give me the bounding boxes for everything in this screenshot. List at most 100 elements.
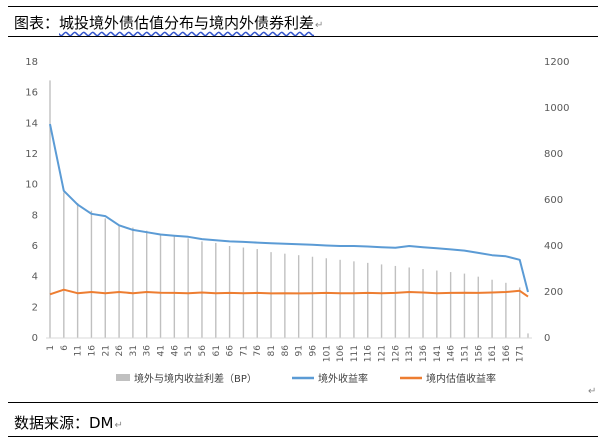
yield-lines (49, 123, 529, 298)
spread-bar (159, 233, 162, 338)
y-right-tick-label: 600 (544, 195, 563, 206)
x-tick-label: 76 (253, 345, 263, 357)
x-tick-label: 31 (129, 345, 139, 356)
spread-bar (477, 276, 479, 338)
spread-bar (325, 258, 328, 338)
spread-bar (76, 203, 79, 338)
x-tick-label: 171 (516, 345, 526, 362)
spread-bar (380, 264, 383, 338)
spread-bar (297, 255, 300, 338)
spread-bar (491, 279, 493, 338)
x-tick-label: 121 (378, 345, 388, 362)
spread-bars (49, 80, 529, 339)
spread-bar (173, 235, 176, 338)
x-tick-label: 46 (170, 345, 180, 357)
spread-bar (519, 287, 521, 338)
paragraph-mark-icon: ↵ (114, 420, 123, 431)
x-tick-label: 151 (461, 345, 471, 362)
x-tick-label: 111 (350, 345, 360, 362)
spread-bar (63, 192, 65, 338)
y-left-tick-label: 2 (32, 302, 38, 313)
y-left-tick-label: 8 (32, 210, 38, 221)
y-right-tick-label: 1000 (544, 103, 569, 114)
x-tick-label: 66 (226, 345, 236, 357)
y-right-tick-label: 0 (544, 333, 550, 344)
y-left-tick-label: 14 (25, 118, 38, 129)
x-tick-label: 146 (447, 345, 457, 362)
spread-bar (146, 230, 148, 338)
x-tick-label: 141 (433, 345, 443, 362)
x-tick-label: 6 (60, 345, 70, 351)
y-right-tick-label: 400 (544, 241, 563, 252)
spread-bar (339, 259, 341, 338)
x-tick-label: 26 (115, 345, 125, 357)
x-tick-label: 51 (184, 345, 194, 356)
y-left-tick-label: 12 (25, 149, 38, 160)
x-tick-label: 71 (239, 345, 249, 356)
spread-bar (463, 273, 466, 338)
x-tick-label: 61 (212, 345, 222, 356)
spread-bar (422, 269, 424, 338)
y-left-tick-label: 6 (32, 241, 38, 252)
y-right-tick-label: 1200 (544, 57, 569, 68)
x-tick-label: 1 (46, 345, 56, 351)
x-tick-label: 16 (87, 345, 97, 357)
x-tick-label: 81 (267, 345, 277, 356)
spread-bar (132, 227, 134, 338)
paragraph-mark-icon: ↵ (315, 20, 324, 31)
caption-bar: 图表：城投境外债估值分布与境内外债券利差↵ (8, 8, 598, 34)
bottom-border (8, 436, 598, 437)
x-tick-label: 96 (309, 345, 319, 357)
x-tick-label: 166 (502, 345, 512, 362)
y-left-tick-label: 0 (32, 333, 38, 344)
spread-bar (270, 252, 272, 338)
x-tick-label: 101 (322, 345, 332, 362)
spread-bar (49, 80, 51, 339)
x-tick-label: 116 (364, 345, 374, 362)
x-tick-label: 41 (157, 345, 167, 356)
spread-bar (527, 333, 529, 338)
x-tick-label: 21 (101, 345, 111, 356)
x-tick-label: 126 (391, 345, 401, 362)
onshore-yield-line (49, 288, 529, 298)
spread-bar (408, 267, 410, 338)
overseas-yield-line (49, 123, 529, 293)
x-tick-label: 91 (295, 345, 305, 356)
x-tick-label: 36 (143, 345, 153, 357)
caption-prefix: 图表： (14, 14, 60, 32)
x-tick-label: 11 (74, 345, 84, 356)
y-left-tick-label: 16 (25, 88, 38, 99)
x-tick-label: 86 (281, 345, 291, 357)
spread-bar (187, 238, 189, 338)
x-tick-label: 106 (336, 345, 346, 362)
spread-bar (367, 262, 369, 338)
spread-bar (353, 261, 355, 338)
legend-label: 境内估值收益率 (426, 372, 496, 385)
spread-bar (449, 272, 452, 338)
x-tick-label: 161 (488, 345, 498, 362)
caption-body: 城投境外债估值分布与境内外债券利差 (59, 14, 315, 32)
y-right-tick-label: 200 (544, 287, 563, 298)
y-left-tick-label: 10 (25, 180, 38, 191)
figure-caption: 图表：城投境外债估值分布与境内外债券利差↵ (14, 12, 323, 33)
y-left-tick-label: 18 (25, 57, 38, 68)
spread-bar (284, 253, 286, 338)
spread-bar (436, 270, 438, 338)
spread-bar (104, 218, 106, 338)
x-tick-label: 136 (419, 345, 429, 362)
spread-bar (90, 210, 93, 338)
x-tick-label: 56 (198, 345, 208, 357)
spread-bar (311, 256, 314, 338)
legend: 境外与境内收益利差（BP） 境外收益率 境内估值收益率 (116, 372, 496, 385)
source-label: 数据来源：DM (14, 414, 114, 432)
top-border (8, 6, 598, 7)
x-tick-label: 156 (474, 345, 484, 362)
legend-swatch-bar (116, 374, 130, 381)
source-note: 数据来源：DM↵ (14, 412, 123, 433)
spread-bar (505, 282, 507, 338)
y-right-tick-label: 800 (544, 149, 563, 160)
x-tick-label: 131 (405, 345, 415, 362)
